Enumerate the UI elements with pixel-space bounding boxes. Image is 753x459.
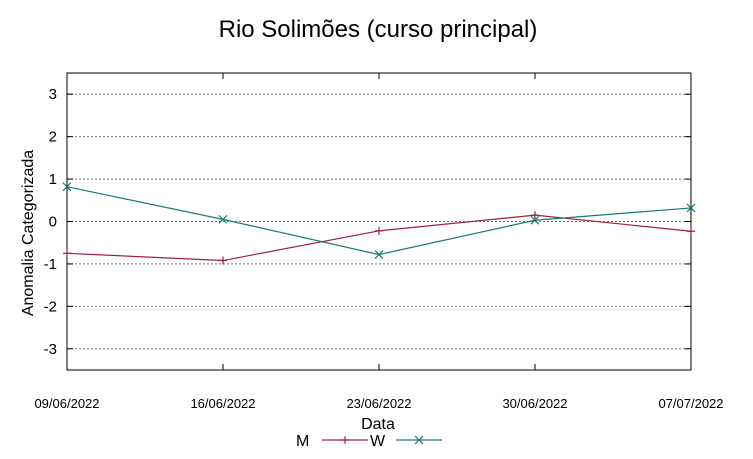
x-tick-label: 30/06/2022 [502,396,567,411]
y-ticks: -3 -2 -1 0 1 2 3 [44,86,691,358]
x-axis-label: Data [361,416,395,433]
legend-marker-w [414,435,424,445]
legend-label-w: W [370,433,386,450]
series-w-point [218,214,228,224]
series-w-point [530,215,540,225]
series-m-point [219,256,227,265]
legend-label-m: M [296,433,309,450]
series-w [62,182,696,260]
series-m-point [375,226,383,235]
y-axis-label: Anomalia Categorizada [20,150,37,316]
series-m-point [531,211,539,220]
x-tick-label: 23/06/2022 [346,396,411,411]
series-m [63,211,695,265]
y-tick-label: 3 [49,86,57,103]
series-m-point [63,249,71,258]
y-tick-label: -3 [44,341,57,358]
x-tick-label: 07/07/2022 [658,396,723,411]
series [62,182,696,265]
x-ticks: 09/06/2022 16/06/2022 23/06/2022 30/06/2022… [34,73,724,411]
series-w-point [62,182,72,192]
series-w-point [374,250,384,260]
y-tick-label: 2 [49,129,57,146]
series-m-point [687,227,695,236]
x-tick-label: 09/06/2022 [34,396,99,411]
y-tick-label: 0 [49,214,57,231]
series-w-line [66,186,692,256]
series-w-point [686,203,696,213]
x-tick-label: 16/06/2022 [190,396,255,411]
gridlines [67,93,691,350]
y-tick-label: -1 [44,256,57,273]
y-tick-label: -2 [44,298,57,315]
chart-title: Rio Solimões (curso principal) [219,16,538,43]
y-tick-label: 1 [49,171,57,188]
legend-marker-m [341,436,349,444]
